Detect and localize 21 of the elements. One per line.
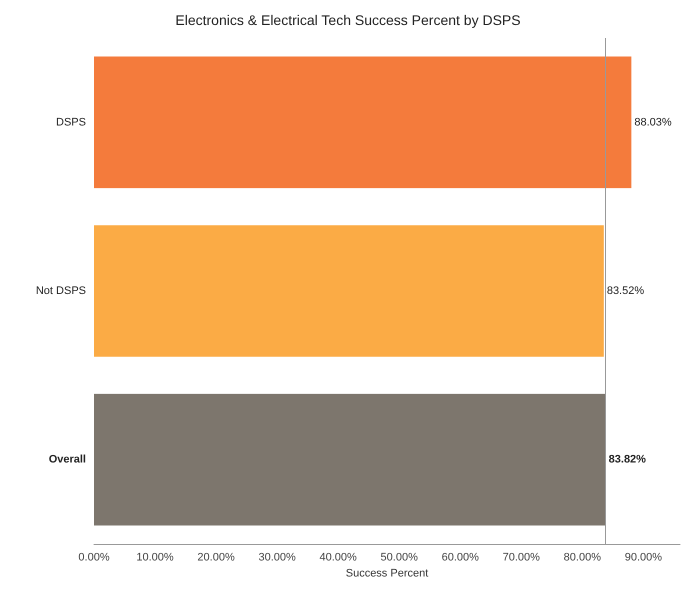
x-tick-label: 90.00% — [624, 552, 662, 564]
x-tick-label: 40.00% — [320, 552, 358, 564]
data-label: 88.03% — [634, 116, 672, 128]
x-tick-label: 80.00% — [564, 552, 602, 564]
chart-title: Electronics & Electrical Tech Success Percent by DSPS — [175, 12, 521, 28]
y-tick-label: DSPS — [56, 116, 86, 128]
x-tick-label: 10.00% — [136, 552, 174, 564]
data-label: 83.82% — [608, 454, 646, 466]
bar — [94, 225, 604, 357]
x-tick-label: 30.00% — [258, 552, 296, 564]
x-tick-label: 0.00% — [78, 552, 110, 564]
x-tick-label: 50.00% — [380, 552, 418, 564]
bar — [94, 394, 606, 526]
y-tick-label: Not DSPS — [36, 285, 86, 297]
x-tick-label: 20.00% — [197, 552, 235, 564]
x-axis-title: Success Percent — [346, 568, 428, 580]
bar — [94, 56, 632, 188]
data-label: 83.52% — [606, 285, 644, 297]
y-tick-label: Overall — [48, 454, 86, 466]
x-tick-label: 70.00% — [502, 552, 540, 564]
x-tick-label: 60.00% — [442, 552, 480, 564]
